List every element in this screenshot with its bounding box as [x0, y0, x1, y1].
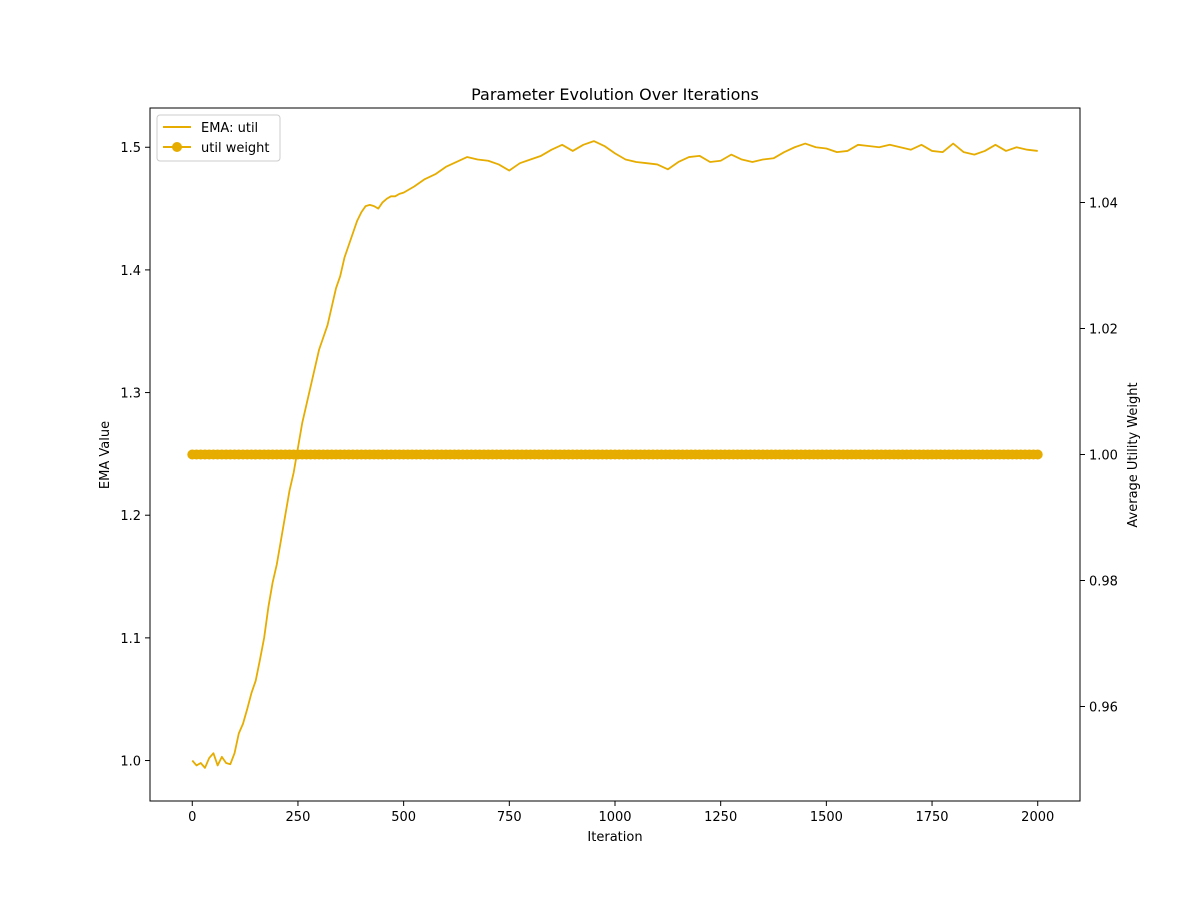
y-right-tick-label: 0.98 [1089, 575, 1118, 590]
x-tick-label: 1750 [915, 810, 948, 825]
series-layer [187, 140, 1043, 769]
y-right-tick-label: 1.04 [1089, 197, 1118, 212]
y-left-tick-label: 1.5 [120, 141, 141, 156]
x-tick-label: 1250 [704, 810, 737, 825]
util-weight-point [1032, 449, 1043, 460]
legend-label-util-weight: util weight [201, 141, 270, 156]
y-left-tick-label: 1.1 [120, 632, 141, 647]
y-left-tick-label: 1.3 [120, 387, 141, 402]
x-tick-label: 1500 [810, 810, 843, 825]
util-weight-markers [187, 449, 1043, 460]
y-axis-right-label: Average Utility Weight [1126, 382, 1141, 527]
chart-title: Parameter Evolution Over Iterations [471, 85, 759, 104]
legend: EMA: util util weight [156, 114, 281, 162]
ema-util-line [191, 140, 1038, 769]
x-tick-label: 250 [286, 810, 311, 825]
legend-marker-util-weight [172, 142, 182, 152]
y-axis-left: 1.0 1.1 1.2 1.3 1.4 1.5 [120, 141, 150, 770]
legend-label-ema-util: EMA: util [201, 121, 258, 136]
y-right-tick-label: 1.02 [1089, 323, 1118, 338]
x-tick-label: 2000 [1021, 810, 1054, 825]
y-right-tick-label: 1.00 [1089, 449, 1118, 464]
x-tick-label: 0 [188, 810, 196, 825]
y-axis-left-label: EMA Value [98, 421, 113, 489]
x-tick-label: 750 [497, 810, 522, 825]
y-left-tick-label: 1.4 [120, 264, 141, 279]
y-axis-right: 0.96 0.98 1.00 1.02 1.04 [1080, 197, 1118, 716]
x-tick-label: 1000 [598, 810, 631, 825]
y-left-tick-label: 1.0 [120, 755, 141, 770]
y-left-tick-label: 1.2 [120, 509, 141, 524]
x-axis: 0 250 500 750 1000 1250 1500 1750 2000 [188, 801, 1054, 825]
x-axis-label: Iteration [587, 830, 642, 845]
x-tick-label: 500 [391, 810, 416, 825]
y-right-tick-label: 0.96 [1089, 701, 1118, 716]
